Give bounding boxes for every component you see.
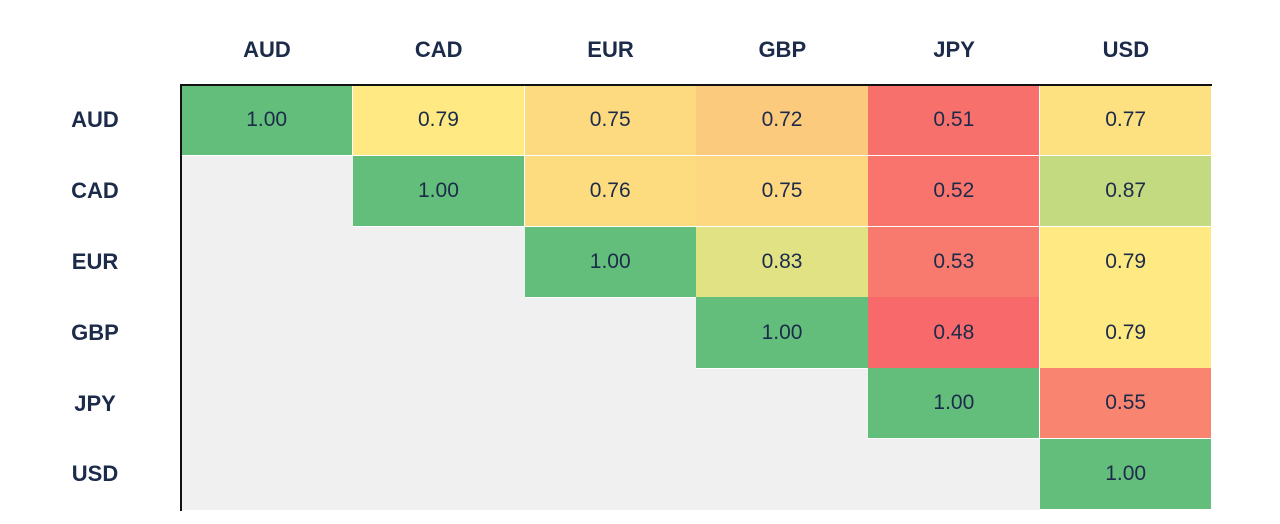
heatmap-cell-eur-eur: 1.00 xyxy=(524,226,697,298)
heatmap-cell-usd-usd: 1.00 xyxy=(1040,439,1213,511)
column-header-usd: USD xyxy=(1102,37,1150,62)
top-axis-line xyxy=(180,84,1212,86)
heatmap-cell-eur-jpy: 0.53 xyxy=(868,226,1041,298)
heatmap-cell-aud-gbp: 0.72 xyxy=(696,85,869,157)
heatmap-cell-gbp-usd: 0.79 xyxy=(1040,297,1213,369)
row-header-cad: CAD xyxy=(71,178,119,204)
column-header-cad: CAD xyxy=(414,37,463,62)
heatmap-cell-jpy-jpy: 1.00 xyxy=(868,368,1041,440)
row-header-aud: AUD xyxy=(71,107,119,133)
row-header-eur: EUR xyxy=(71,248,119,274)
heatmap-cell-aud-jpy: 0.51 xyxy=(868,85,1041,157)
heatmap-cell-cad-eur: 0.76 xyxy=(524,155,697,228)
heatmap-cell-aud-eur: 0.75 xyxy=(524,85,697,157)
heatmap-cell-jpy-usd: 0.55 xyxy=(1040,368,1213,440)
row-header-gbp: GBP xyxy=(71,319,119,345)
heatmap-cell-aud-usd: 0.77 xyxy=(1040,85,1213,157)
row-header-jpy: JPY xyxy=(74,390,116,416)
heatmap-cell-cad-gbp: 0.75 xyxy=(696,155,869,228)
heatmap-cell-aud-aud: 1.00 xyxy=(181,85,354,157)
heatmap-cell-cad-jpy: 0.52 xyxy=(868,155,1041,228)
heatmap-cell-cad-usd: 0.87 xyxy=(1040,155,1213,228)
heatmap-cell-eur-usd: 0.79 xyxy=(1040,226,1213,298)
column-header-gbp: GBP xyxy=(758,37,807,62)
left-axis-line xyxy=(180,84,182,511)
column-header-aud: AUD xyxy=(243,37,291,62)
column-header-jpy: JPY xyxy=(933,37,975,62)
heatmap-cell-cad-cad: 1.00 xyxy=(352,155,526,228)
heatmap-cell-eur-gbp: 0.83 xyxy=(696,226,869,298)
heatmap-cell-aud-cad: 0.79 xyxy=(352,85,526,157)
heatmap-cell-gbp-gbp: 1.00 xyxy=(696,297,869,369)
column-header-eur: EUR xyxy=(587,37,634,62)
row-header-usd: USD xyxy=(71,461,119,487)
heatmap-cell-gbp-jpy: 0.48 xyxy=(868,297,1041,369)
